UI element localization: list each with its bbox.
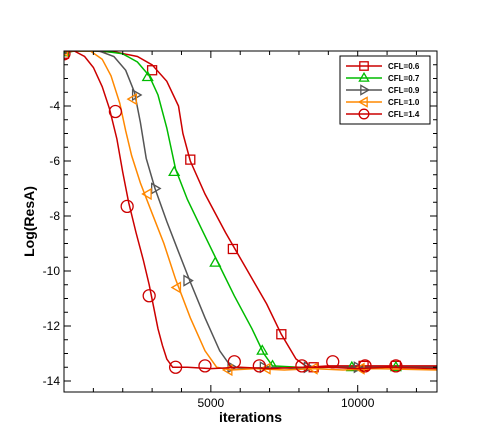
- axis-layer: 5000 10000 -14 -12 -10 -8 -6 -4: [43, 51, 437, 410]
- series-layer: [64, 51, 437, 377]
- legend-item: CFL=1.0: [346, 96, 420, 108]
- legend-label: CFL=0.9: [388, 86, 420, 95]
- series-line: [64, 51, 437, 370]
- y-tick-label: -12: [43, 319, 61, 333]
- data-point: [295, 359, 309, 373]
- data-point: [389, 360, 402, 372]
- data-point: [358, 359, 372, 373]
- data-point: [307, 362, 318, 375]
- x-tick-label: 10000: [341, 396, 375, 410]
- y-tick-label: -14: [43, 374, 61, 388]
- legend-label: CFL=1.0: [388, 98, 420, 107]
- legend-swatch-marker: [359, 61, 369, 71]
- data-point: [146, 65, 158, 76]
- data-point: [126, 93, 138, 106]
- data-point: [326, 355, 340, 369]
- data-point: [256, 344, 269, 355]
- data-point: [108, 104, 123, 119]
- legend-swatch-marker: [360, 84, 371, 96]
- data-point: [141, 187, 152, 201]
- series-line: [64, 51, 437, 371]
- x-axis-title: iterations: [219, 409, 282, 425]
- legend-label: CFL=0.7: [388, 74, 420, 83]
- legend-item: CFL=0.6: [346, 61, 420, 71]
- data-point: [168, 360, 183, 374]
- legend-swatch-marker: [358, 108, 370, 120]
- y-tick-label: -6: [49, 154, 60, 168]
- data-point: [120, 199, 134, 214]
- data-point: [141, 70, 154, 82]
- legend-item: CFL=1.4: [346, 108, 420, 120]
- data-point: [389, 359, 403, 373]
- data-point: [209, 256, 222, 267]
- y-tick-label: -4: [49, 99, 60, 113]
- data-point: [183, 274, 194, 287]
- data-point: [227, 355, 241, 369]
- legend: CFL=0.6 CFL=0.7 CFL=0.9 CFL=1.0 CFL=1.4: [339, 55, 431, 125]
- y-axis-title: Log(ResA): [21, 186, 37, 257]
- data-point: [64, 51, 71, 55]
- legend-swatch-marker: [357, 96, 368, 108]
- y-tick-label: -8: [49, 209, 60, 223]
- data-point: [227, 243, 239, 255]
- plot-frame: [63, 50, 438, 393]
- y-tick-label: -10: [43, 264, 61, 278]
- data-point: [185, 154, 196, 165]
- x-tick-label: 5000: [197, 396, 224, 410]
- series-cfl-1-4: [64, 51, 437, 374]
- data-point: [170, 281, 182, 294]
- legend-item: CFL=0.9: [346, 84, 420, 96]
- legend-swatch-marker: [358, 71, 370, 82]
- legend-label: CFL=1.4: [388, 110, 420, 119]
- legend-label: CFL=0.6: [388, 62, 420, 71]
- data-point: [168, 165, 181, 177]
- data-point: [142, 289, 156, 303]
- data-point: [198, 359, 212, 373]
- legend-item: CFL=0.7: [346, 71, 420, 83]
- data-point: [252, 359, 266, 373]
- data-point: [276, 329, 287, 340]
